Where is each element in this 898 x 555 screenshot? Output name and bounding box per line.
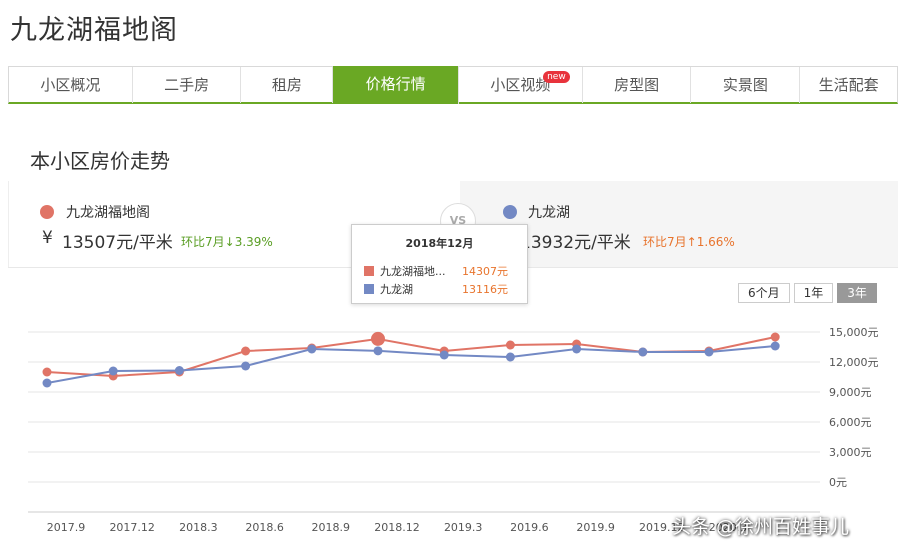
legend-square-icon	[364, 284, 374, 294]
data-point	[638, 347, 648, 357]
x-tick-label: 2019.6	[510, 521, 549, 534]
tab-floor-plans[interactable]: 房型图	[583, 67, 692, 103]
tooltip-row: 九龙湖福地... 14307元	[364, 263, 508, 279]
tab-community-overview[interactable]: 小区概况	[9, 67, 133, 103]
tooltip-row: 九龙湖 13116元	[364, 281, 508, 297]
watermark: 头条 @徐州百姓事儿	[672, 516, 850, 538]
data-point	[505, 352, 515, 362]
tab-real-photos[interactable]: 实景图	[691, 67, 801, 103]
x-tick-label: 2017.9	[47, 521, 86, 534]
data-point	[371, 331, 385, 346]
data-point	[572, 344, 582, 354]
legend-square-icon	[364, 266, 374, 276]
series-dot-icon	[503, 205, 517, 219]
x-tick-label: 2019.3	[444, 521, 483, 534]
area-name: 九龙湖	[528, 205, 570, 221]
y-tick-label: 12,000元	[829, 356, 879, 369]
tooltip-series-name: 九龙湖	[380, 283, 413, 296]
data-point	[42, 378, 52, 388]
x-tick-label: 2018.6	[245, 521, 284, 534]
community-name: 九龙湖福地阁	[66, 205, 150, 221]
area-summary: 九龙湖 13932元/平米 环比7月↑1.66%	[460, 181, 898, 267]
data-point	[307, 344, 317, 354]
range-1-year-button[interactable]: 1年	[793, 283, 834, 303]
data-point	[505, 340, 515, 350]
section-title: 本小区房价走势	[30, 149, 170, 173]
community-price: 13507元/平米	[62, 233, 173, 253]
y-tick-label: 9,000元	[829, 386, 872, 399]
price-trend-chart: 15,000元 12,000元 9,000元 6,000元 3,000元 0元 2017.9…	[28, 326, 879, 534]
range-3-years-button[interactable]: 3年	[837, 283, 877, 303]
data-point	[770, 332, 780, 342]
y-tick-label: 3,000元	[829, 446, 872, 459]
x-tick-label: 2019.9	[576, 521, 615, 534]
y-tick-label: 15,000元	[829, 326, 879, 339]
range-selector: 6个月 1年 3年	[734, 283, 877, 303]
x-tick-label: 2018.12	[374, 521, 420, 534]
tab-second-hand[interactable]: 二手房	[133, 67, 242, 103]
tooltip-series-value: 13116元	[462, 283, 508, 296]
y-tick-label: 0元	[829, 476, 847, 489]
currency-symbol: ¥	[42, 228, 53, 248]
y-tick-label: 6,000元	[829, 416, 872, 429]
series-dot-icon	[40, 205, 54, 219]
x-tick-label: 2017.12	[109, 521, 155, 534]
tooltip-title: 2018年12月	[405, 237, 474, 250]
data-point	[373, 346, 383, 356]
community-change: 环比7月↓3.39%	[181, 235, 273, 249]
x-tick-label: 2019.12	[639, 521, 685, 534]
chart-tooltip: 2018年12月 九龙湖福地... 14307元 九龙湖 13116元	[351, 224, 528, 304]
tab-price-trend[interactable]: 价格行情	[333, 66, 459, 104]
data-point	[704, 347, 714, 357]
x-tick-label: 2020.3	[709, 521, 748, 534]
area-price: 13932元/平米	[520, 233, 631, 253]
tab-bar: 小区概况 二手房 租房 价格行情 小区视频 new 房型图 实景图 生活配套	[8, 66, 898, 104]
data-point	[241, 346, 251, 356]
tab-community-video[interactable]: 小区视频 new	[459, 67, 583, 103]
x-tick-label: 2018.9	[312, 521, 351, 534]
data-point	[174, 366, 184, 375]
series-line	[46, 345, 776, 384]
range-6-months-button[interactable]: 6个月	[738, 283, 790, 303]
data-point	[770, 341, 780, 351]
page-title: 九龙湖福地阁	[10, 15, 178, 46]
data-point	[42, 367, 52, 377]
tooltip-series-name: 九龙湖福地...	[380, 265, 446, 278]
tooltip-series-value: 14307元	[462, 265, 508, 278]
new-badge: new	[543, 71, 570, 83]
x-tick-label: 2018.3	[179, 521, 218, 534]
data-point	[241, 361, 251, 371]
tab-amenities[interactable]: 生活配套	[818, 76, 879, 94]
data-point	[439, 350, 449, 360]
area-change: 环比7月↑1.66%	[643, 235, 735, 249]
data-point	[108, 366, 118, 376]
tab-rent[interactable]: 租房	[241, 67, 334, 103]
